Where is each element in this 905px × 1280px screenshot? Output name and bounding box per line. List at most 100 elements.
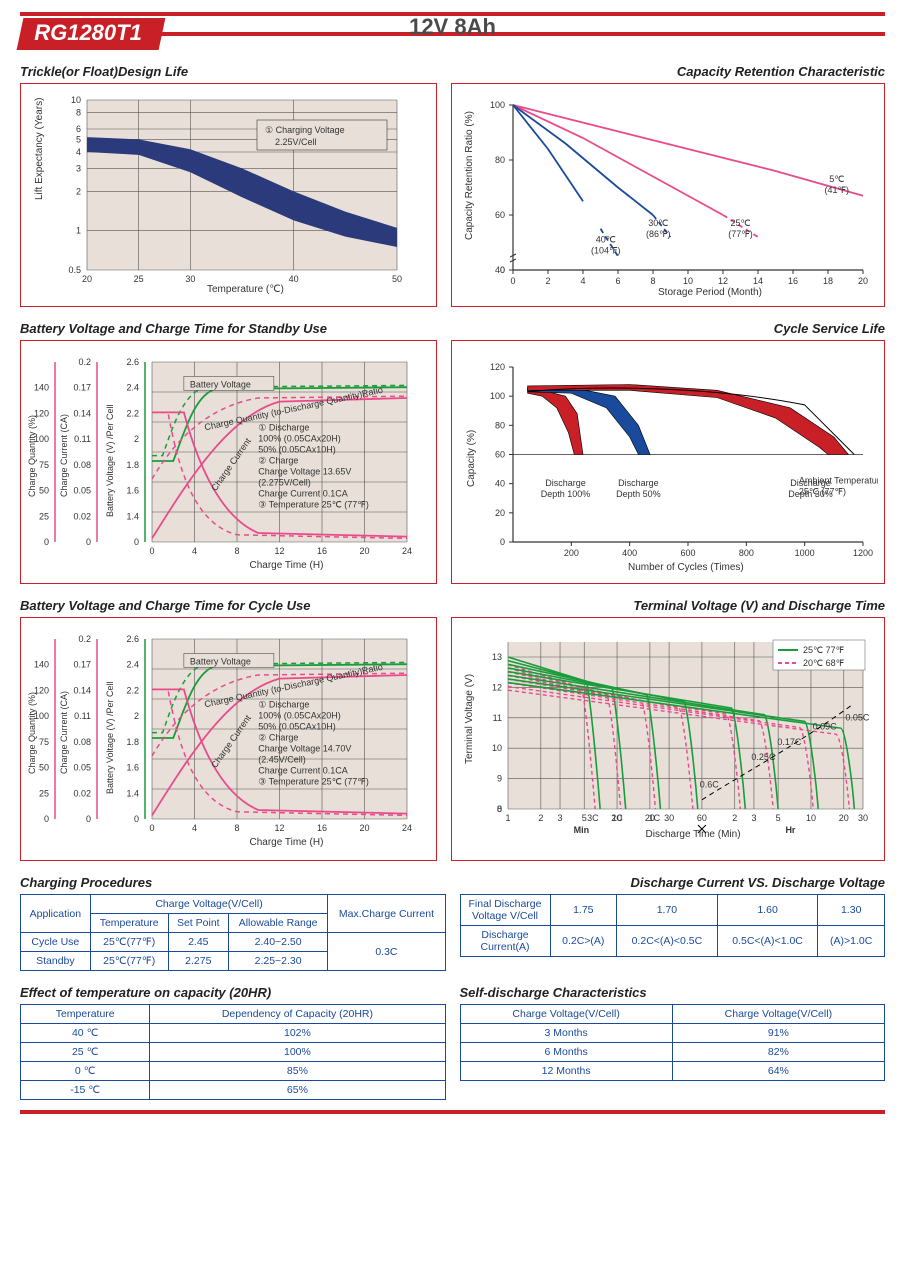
chart2-lines: 5℃(41℉)25℃(77℉)30℃(86℉)40℃(104℉) [513, 105, 863, 256]
svg-text:2.4: 2.4 [126, 660, 139, 670]
svg-text:③ Temperature 25℃ (77℉): ③ Temperature 25℃ (77℉) [258, 776, 369, 786]
svg-text:0.02: 0.02 [73, 788, 91, 798]
chart3-svg: 04812162024025507510012014000.020.050.08… [27, 347, 427, 577]
svg-text:20: 20 [82, 274, 92, 284]
chart2-col: Capacity Retention Characteristic 024681… [451, 64, 885, 307]
svg-text:8: 8 [650, 276, 655, 286]
svg-text:Capacity (%): Capacity (%) [466, 430, 477, 487]
chart5-box: 04812162024025507510012014000.020.050.08… [20, 617, 437, 861]
svg-text:① Discharge: ① Discharge [258, 422, 309, 432]
svg-text:Depth 50%: Depth 50% [616, 489, 661, 499]
svg-text:80: 80 [495, 420, 505, 430]
svg-text:Charge Current (CA): Charge Current (CA) [59, 414, 69, 497]
table1-title: Charging Procedures [20, 875, 446, 890]
svg-text:60: 60 [495, 450, 505, 460]
svg-text:0.17: 0.17 [73, 660, 91, 670]
model-badge: RG1280T1 [17, 18, 165, 50]
svg-text:20: 20 [495, 508, 505, 518]
svg-text:3: 3 [76, 163, 81, 173]
svg-text:2.4: 2.4 [126, 383, 139, 393]
chart6-svg: 891011121301235102030602351020303C2C1C0.… [458, 624, 878, 854]
svg-text:0.5: 0.5 [68, 265, 81, 275]
chart6-box: 891011121301235102030602351020303C2C1C0.… [451, 617, 885, 861]
svg-text:50: 50 [39, 486, 49, 496]
svg-text:1.6: 1.6 [126, 486, 139, 496]
row-3: Battery Voltage and Charge Time for Cycl… [20, 598, 885, 861]
svg-text:12: 12 [718, 276, 728, 286]
svg-text:100: 100 [490, 391, 505, 401]
svg-text:4: 4 [76, 147, 81, 157]
svg-text:12: 12 [274, 823, 284, 833]
svg-text:2C: 2C [611, 813, 623, 823]
svg-text:100% (0.05CAx20H): 100% (0.05CAx20H) [258, 710, 341, 720]
svg-text:100: 100 [490, 100, 505, 110]
chart5-title: Battery Voltage and Charge Time for Cycl… [20, 598, 437, 613]
svg-text:1.4: 1.4 [126, 788, 139, 798]
svg-text:20: 20 [839, 813, 849, 823]
svg-text:400: 400 [622, 548, 637, 558]
svg-text:0: 0 [510, 276, 515, 286]
svg-text:16: 16 [317, 823, 327, 833]
svg-text:5℃: 5℃ [829, 174, 844, 184]
svg-text:24: 24 [402, 546, 412, 556]
svg-text:1200: 1200 [853, 548, 873, 558]
svg-text:30: 30 [185, 274, 195, 284]
table1-col: Charging Procedures ApplicationCharge Vo… [20, 875, 446, 971]
svg-text:Ambient Temperature:: Ambient Temperature: [799, 476, 878, 486]
chart4-col: Cycle Service Life 200400600800100012000… [451, 321, 885, 584]
svg-text:3: 3 [558, 813, 563, 823]
svg-text:Charge Current (CA): Charge Current (CA) [59, 691, 69, 774]
discharge-current-table: Final Discharge Voltage V/Cell1.751.701.… [460, 894, 886, 957]
svg-text:12: 12 [274, 546, 284, 556]
svg-text:Discharge: Discharge [545, 478, 586, 488]
chart1-svg: 20253040500.5123456810 ① Charging Voltag… [27, 90, 427, 300]
svg-text:200: 200 [564, 548, 579, 558]
svg-text:50: 50 [392, 274, 402, 284]
header-stripe [158, 32, 885, 36]
svg-text:4: 4 [580, 276, 585, 286]
svg-text:1000: 1000 [795, 548, 815, 558]
svg-text:0: 0 [149, 823, 154, 833]
svg-text:12: 12 [492, 682, 502, 692]
svg-text:10: 10 [683, 276, 693, 286]
svg-text:2: 2 [134, 711, 139, 721]
chart2-grid: 024681012141618204060801000 [490, 100, 868, 286]
svg-text:25℃ (77℉): 25℃ (77℉) [799, 487, 846, 497]
svg-text:① Discharge: ① Discharge [258, 699, 309, 709]
svg-text:20℃ 68℉: 20℃ 68℉ [803, 658, 845, 668]
svg-text:8: 8 [76, 108, 81, 118]
svg-text:Charge Quantity (%): Charge Quantity (%) [27, 415, 37, 497]
svg-text:0: 0 [497, 804, 502, 814]
svg-text:0: 0 [149, 546, 154, 556]
row-2: Battery Voltage and Charge Time for Stan… [20, 321, 885, 584]
svg-text:2.6: 2.6 [126, 634, 139, 644]
svg-text:30: 30 [858, 813, 868, 823]
svg-text:0.05C: 0.05C [845, 713, 870, 723]
svg-text:20: 20 [359, 546, 369, 556]
svg-text:60: 60 [495, 210, 505, 220]
svg-text:0: 0 [134, 814, 139, 824]
svg-text:Battery Voltage: Battery Voltage [190, 656, 251, 666]
svg-text:Discharge: Discharge [618, 478, 659, 488]
c2-ylabel: Capacity Retention Ratio (%) [464, 111, 475, 240]
chart6-title: Terminal Voltage (V) and Discharge Time [451, 598, 885, 613]
svg-text:6: 6 [615, 276, 620, 286]
svg-text:30: 30 [664, 813, 674, 823]
table3-col: Effect of temperature on capacity (20HR)… [20, 985, 446, 1100]
svg-text:25℃: 25℃ [730, 218, 750, 228]
svg-text:0: 0 [134, 537, 139, 547]
svg-text:40: 40 [495, 479, 505, 489]
svg-text:0.11: 0.11 [74, 711, 91, 721]
table4-title: Self-discharge Characteristics [460, 985, 886, 1000]
svg-text:6: 6 [76, 124, 81, 134]
chart5-svg: 04812162024025507510012014000.020.050.08… [27, 624, 427, 854]
c1-annot1: ① Charging Voltage [265, 125, 345, 135]
svg-text:0.11: 0.11 [74, 434, 91, 444]
svg-text:0: 0 [86, 814, 91, 824]
svg-text:Charge Voltage 13.65V: Charge Voltage 13.65V [258, 466, 351, 476]
svg-text:1C: 1C [649, 813, 661, 823]
svg-text:0.08: 0.08 [73, 460, 91, 470]
chart2-box: 024681012141618204060801000 5℃(41℉)25℃(7… [451, 83, 885, 307]
svg-text:25: 25 [39, 788, 49, 798]
svg-text:0.17: 0.17 [73, 383, 91, 393]
